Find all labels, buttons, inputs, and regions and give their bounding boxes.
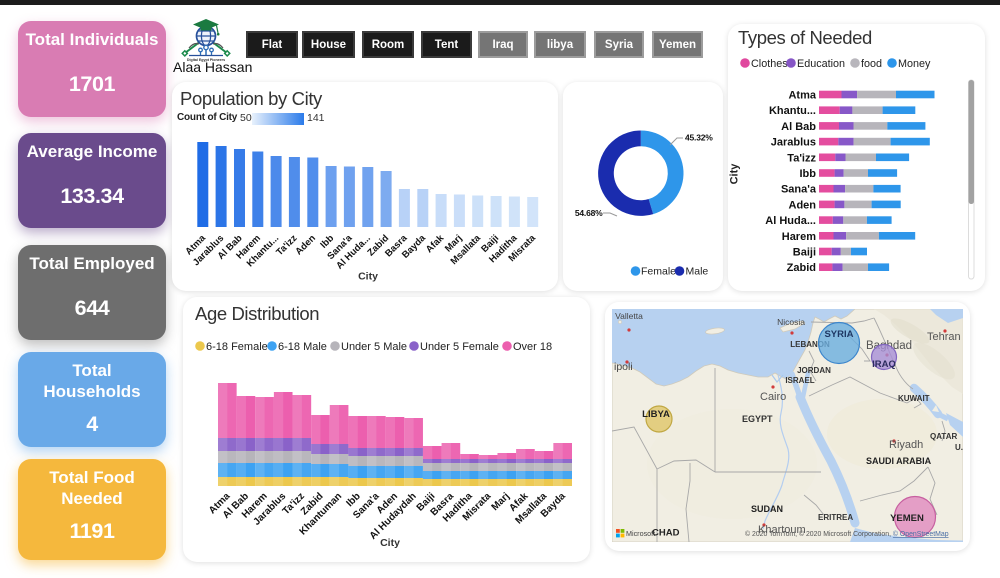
svg-text:ERITREA: ERITREA <box>818 513 853 522</box>
svg-text:City: City <box>380 537 400 549</box>
svg-text:Ta'izz: Ta'izz <box>274 233 299 258</box>
svg-text:© 2020 TomTom, © 2020 Microsof: © 2020 TomTom, © 2020 Microsoft Corporat… <box>745 530 949 538</box>
svg-text:SAUDI ARABIA: SAUDI ARABIA <box>866 456 932 466</box>
svg-text:ISRAEL: ISRAEL <box>785 376 814 385</box>
svg-text:SUDAN: SUDAN <box>751 504 783 514</box>
svg-text:Female: Female <box>641 266 676 278</box>
svg-text:Clothes: Clothes <box>751 58 788 70</box>
svg-text:ipoli: ipoli <box>614 361 633 373</box>
svg-text:KUWAIT: KUWAIT <box>898 394 930 403</box>
svg-text:Education: Education <box>797 58 845 70</box>
svg-text:Jarablus: Jarablus <box>771 137 816 149</box>
svg-text:Al Huda...: Al Huda... <box>765 215 816 227</box>
svg-text:Baiji: Baiji <box>793 247 816 259</box>
svg-text:JORDAN: JORDAN <box>797 366 831 375</box>
svg-text:Ibb: Ibb <box>800 168 817 180</box>
svg-text:QATAR: QATAR <box>930 432 957 441</box>
svg-text:Under 5 Female: Under 5 Female <box>420 341 499 353</box>
svg-text:Aden: Aden <box>293 233 318 258</box>
svg-text:YEMEN: YEMEN <box>890 513 924 524</box>
svg-text:6-18 Male: 6-18 Male <box>278 341 327 353</box>
svg-text:Nicosia: Nicosia <box>777 317 805 327</box>
svg-text:Afak: Afak <box>424 232 447 255</box>
svg-text:City: City <box>729 163 741 185</box>
svg-text:Ta'izz: Ta'izz <box>787 152 816 164</box>
svg-text:IRAQ: IRAQ <box>872 359 896 370</box>
svg-text:Microsoft: Microsoft <box>626 529 655 538</box>
svg-text:LEBANON: LEBANON <box>790 340 830 349</box>
svg-text:Riyadh: Riyadh <box>889 439 923 451</box>
svg-text:Khantu...: Khantu... <box>769 105 816 117</box>
svg-text:Male: Male <box>686 266 709 278</box>
svg-text:Sana'a: Sana'a <box>781 184 817 196</box>
svg-text:LIBYA: LIBYA <box>642 409 670 420</box>
svg-text:City: City <box>358 271 378 283</box>
svg-text:Under 5 Male: Under 5 Male <box>341 341 407 353</box>
svg-text:Atma: Atma <box>788 90 816 102</box>
svg-text:Valletta: Valletta <box>615 311 643 321</box>
svg-text:Aden: Aden <box>789 199 817 211</box>
svg-text:6-18 Female: 6-18 Female <box>206 341 268 353</box>
svg-text:food: food <box>861 58 882 70</box>
svg-text:Al Bab: Al Bab <box>781 121 816 133</box>
svg-text:Money: Money <box>898 58 931 70</box>
svg-text:Over 18: Over 18 <box>513 341 552 353</box>
svg-text:EGYPT: EGYPT <box>742 414 773 424</box>
svg-text:CHAD: CHAD <box>652 528 680 539</box>
svg-text:54.68%: 54.68% <box>575 208 603 218</box>
svg-text:U...: U... <box>955 443 963 452</box>
svg-text:Marj: Marj <box>490 491 512 513</box>
svg-text:SYRIA: SYRIA <box>824 329 853 340</box>
svg-text:Cairo: Cairo <box>760 391 786 403</box>
svg-text:Khartoum: Khartoum <box>758 524 806 536</box>
svg-text:Harem: Harem <box>782 231 816 243</box>
svg-text:45.32%: 45.32% <box>685 133 713 143</box>
svg-text:Tehran: Tehran <box>927 331 961 343</box>
svg-text:Zabid: Zabid <box>787 262 816 274</box>
